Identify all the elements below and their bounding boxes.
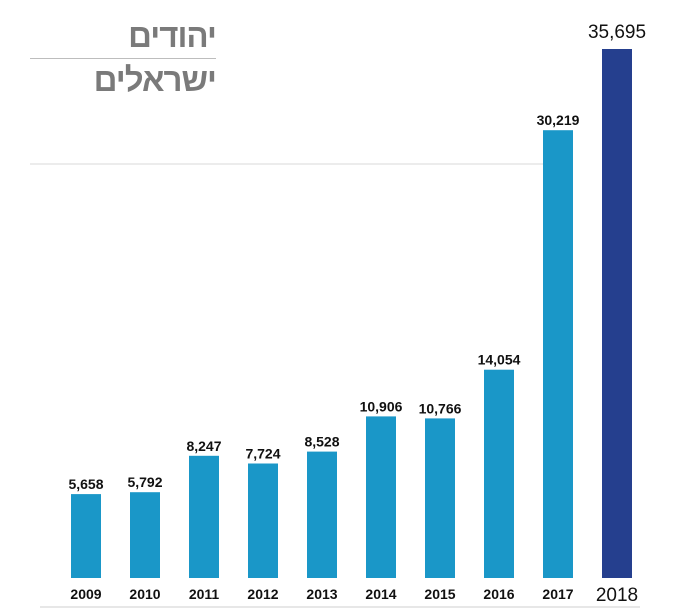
x-tick-label-2016: 2016 bbox=[483, 586, 514, 602]
bar-2014 bbox=[366, 416, 396, 578]
bar-2015 bbox=[425, 418, 455, 578]
chart-title: יהודים ישראלים bbox=[30, 14, 217, 98]
value-label-2012: 7,724 bbox=[245, 446, 280, 462]
x-tick-label-2010: 2010 bbox=[129, 586, 160, 602]
value-label-2016: 14,054 bbox=[478, 352, 521, 368]
value-label-2013: 8,528 bbox=[304, 434, 339, 450]
x-tick-label-2015: 2015 bbox=[424, 586, 455, 602]
value-labels-group: 5,658 5,792 8,247 7,724 8,528 10,906 10,766 14,… bbox=[68, 22, 646, 492]
bar-2018 bbox=[602, 49, 632, 578]
x-tick-labels-group: 2009 2010 2011 2012 2013 2014 2015 2016 2017 2018 bbox=[70, 585, 638, 606]
bar-2012 bbox=[248, 463, 278, 578]
x-tick-label-2017: 2017 bbox=[542, 586, 573, 602]
x-tick-label-2009: 2009 bbox=[70, 586, 101, 602]
bar-2016 bbox=[484, 369, 514, 578]
value-label-2017: 30,219 bbox=[537, 112, 580, 128]
x-tick-label-2011: 2011 bbox=[189, 586, 220, 602]
x-tick-label-2018: 2018 bbox=[596, 585, 638, 606]
bar-2011 bbox=[189, 455, 219, 578]
value-label-2009: 5,658 bbox=[68, 476, 103, 492]
value-label-2011: 8,247 bbox=[186, 438, 221, 454]
value-label-2014: 10,906 bbox=[360, 398, 403, 414]
bars-group bbox=[71, 49, 632, 578]
bar-2013 bbox=[307, 451, 337, 578]
x-tick-label-2012: 2012 bbox=[247, 586, 278, 602]
x-tick-label-2013: 2013 bbox=[306, 586, 337, 602]
bar-2009 bbox=[71, 494, 101, 578]
x-tick-label-2014: 2014 bbox=[365, 586, 396, 602]
bar-2017 bbox=[543, 130, 573, 578]
bar-2010 bbox=[130, 492, 160, 578]
value-label-2018: 35,695 bbox=[588, 22, 646, 43]
value-label-2010: 5,792 bbox=[127, 474, 162, 490]
value-label-2015: 10,766 bbox=[419, 400, 462, 416]
